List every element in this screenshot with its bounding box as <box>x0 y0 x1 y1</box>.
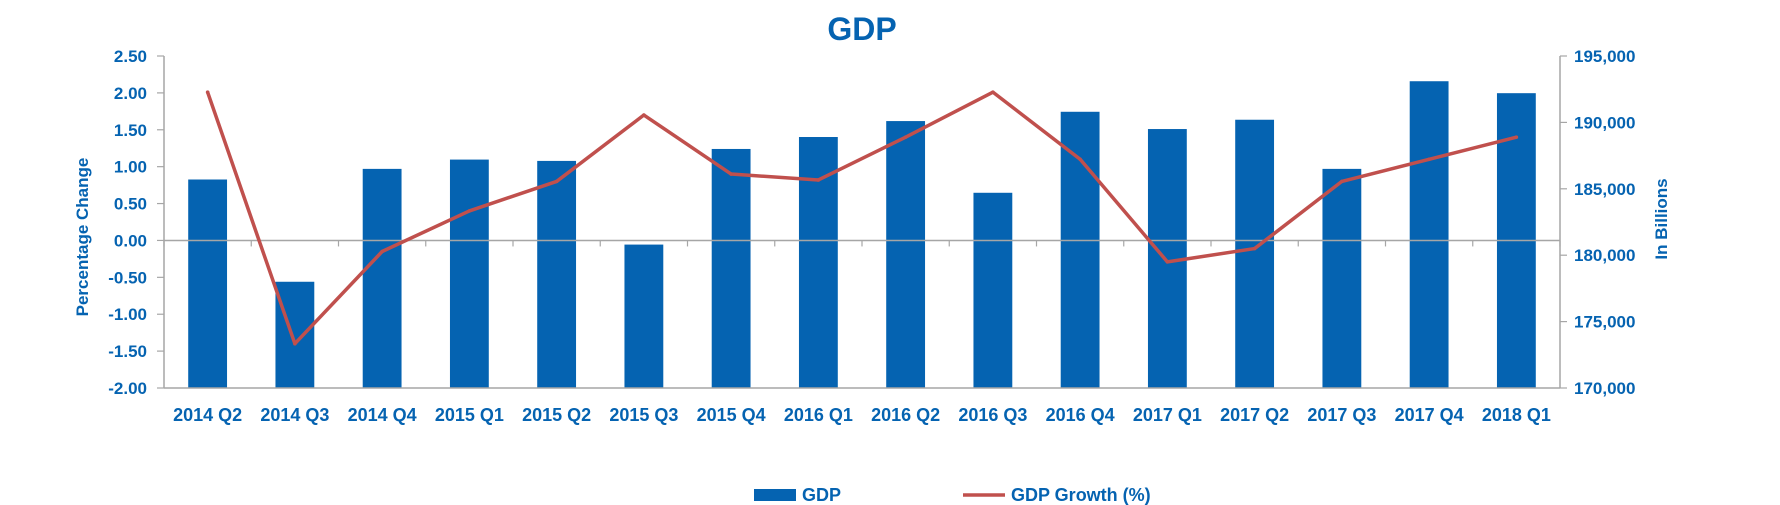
gdp-growth-point <box>1427 157 1431 162</box>
gdp-bar <box>1235 119 1275 389</box>
y-right-tick-labels: 195,000 190,000 185,000 180,000 175,000 170,0… <box>1574 47 1635 398</box>
gdp-growth-point <box>1340 179 1344 184</box>
x-tick-label: 2014 Q4 <box>348 405 417 425</box>
y-left-tick-label: -1.00 <box>108 305 147 324</box>
gdp-growth-point <box>1252 246 1257 251</box>
x-tick-label: 2017 Q3 <box>1307 405 1376 425</box>
y-left-tick-label: 2.00 <box>114 84 147 103</box>
x-tick-label: 2015 Q4 <box>697 405 766 425</box>
x-tick-labels: 2014 Q2 2014 Q3 2014 Q4 2015 Q1 2015 Q2 2015 … <box>173 405 1551 425</box>
gdp-bar <box>188 179 228 388</box>
gdp-bar <box>1322 168 1362 388</box>
gdp-growth-point <box>1165 260 1170 264</box>
x-tick-label: 2014 Q3 <box>260 405 329 425</box>
gdp-bar <box>537 160 577 388</box>
gdp-growth-point <box>1078 157 1082 162</box>
y-right-tick-label: 195,000 <box>1574 47 1635 66</box>
gdp-bar <box>1409 81 1449 388</box>
gdp-growth-point <box>642 113 646 117</box>
y-left-tick-label: 1.50 <box>114 121 147 140</box>
x-tick-label: 2017 Q1 <box>1133 405 1202 425</box>
gdp-growth-point <box>293 341 297 346</box>
gdp-growth-point <box>816 178 821 182</box>
y-left-tick-label: 0.00 <box>114 231 147 250</box>
gdp-bar <box>449 159 489 388</box>
y-right-tick-label: 185,000 <box>1574 180 1635 199</box>
y-axis-left-label: Percentage Change <box>73 158 92 317</box>
x-tick-label: 2015 Q3 <box>609 405 678 425</box>
legend-label-gdp-growth: GDP Growth (%) <box>1011 485 1151 505</box>
y-left-tick-label: 2.50 <box>114 47 147 66</box>
gdp-growth-line-layer <box>205 90 1519 346</box>
y-axis-right-label: In Billions <box>1652 178 1671 259</box>
gdp-growth-point <box>903 135 908 139</box>
gdp-growth-line <box>205 90 1517 346</box>
gdp-growth-point <box>554 179 559 184</box>
gdp-growth-point <box>467 209 472 213</box>
y-left-tick-label: -0.50 <box>108 268 147 287</box>
x-tick-label: 2016 Q3 <box>958 405 1027 425</box>
legend: GDP GDP Growth (%) <box>754 485 1151 505</box>
gdp-bar <box>973 192 1013 388</box>
x-tick-label: 2016 Q1 <box>784 405 853 425</box>
x-tick-label: 2017 Q4 <box>1395 405 1464 425</box>
x-tick-label: 2014 Q2 <box>173 405 242 425</box>
legend-swatch-gdp <box>754 489 796 501</box>
y-right-tick-label: 175,000 <box>1574 313 1635 332</box>
x-tick-label: 2016 Q4 <box>1046 405 1115 425</box>
gdp-bar <box>886 121 926 388</box>
gdp-growth-point <box>380 249 384 254</box>
y-left-tick-label: -1.50 <box>108 342 147 361</box>
gdp-bar <box>624 244 664 388</box>
gdp-bar <box>275 281 315 388</box>
y-left-tick-label: 1.00 <box>114 158 147 177</box>
y-left-tick-labels: 2.50 2.00 1.50 1.00 0.50 0.00 -0.50 -1.00 -1.50 -… <box>108 47 147 398</box>
y-left-tick-label: -2.00 <box>108 379 147 398</box>
y-right-tick-label: 180,000 <box>1574 246 1635 265</box>
legend-label-gdp: GDP <box>802 485 841 505</box>
x-tick-label: 2016 Q2 <box>871 405 940 425</box>
gdp-bars <box>188 81 1536 389</box>
x-tick-label: 2015 Q2 <box>522 405 591 425</box>
gdp-bar <box>362 168 402 388</box>
y-right-tick-label: 170,000 <box>1574 379 1635 398</box>
gdp-growth-point <box>729 172 733 176</box>
axes <box>157 55 1567 389</box>
x-tick-label: 2017 Q2 <box>1220 405 1289 425</box>
x-tick-label: 2018 Q1 <box>1482 405 1551 425</box>
gdp-bar <box>1060 111 1100 388</box>
gdp-growth-point <box>205 90 210 94</box>
y-left-tick-label: 0.50 <box>114 195 147 214</box>
x-tick-label: 2015 Q1 <box>435 405 504 425</box>
gdp-growth-point <box>991 90 995 94</box>
gdp-bar <box>711 148 751 388</box>
y-right-tick-label: 190,000 <box>1574 113 1635 132</box>
gdp-growth-point <box>1514 135 1519 139</box>
chart-title: GDP <box>827 11 896 47</box>
